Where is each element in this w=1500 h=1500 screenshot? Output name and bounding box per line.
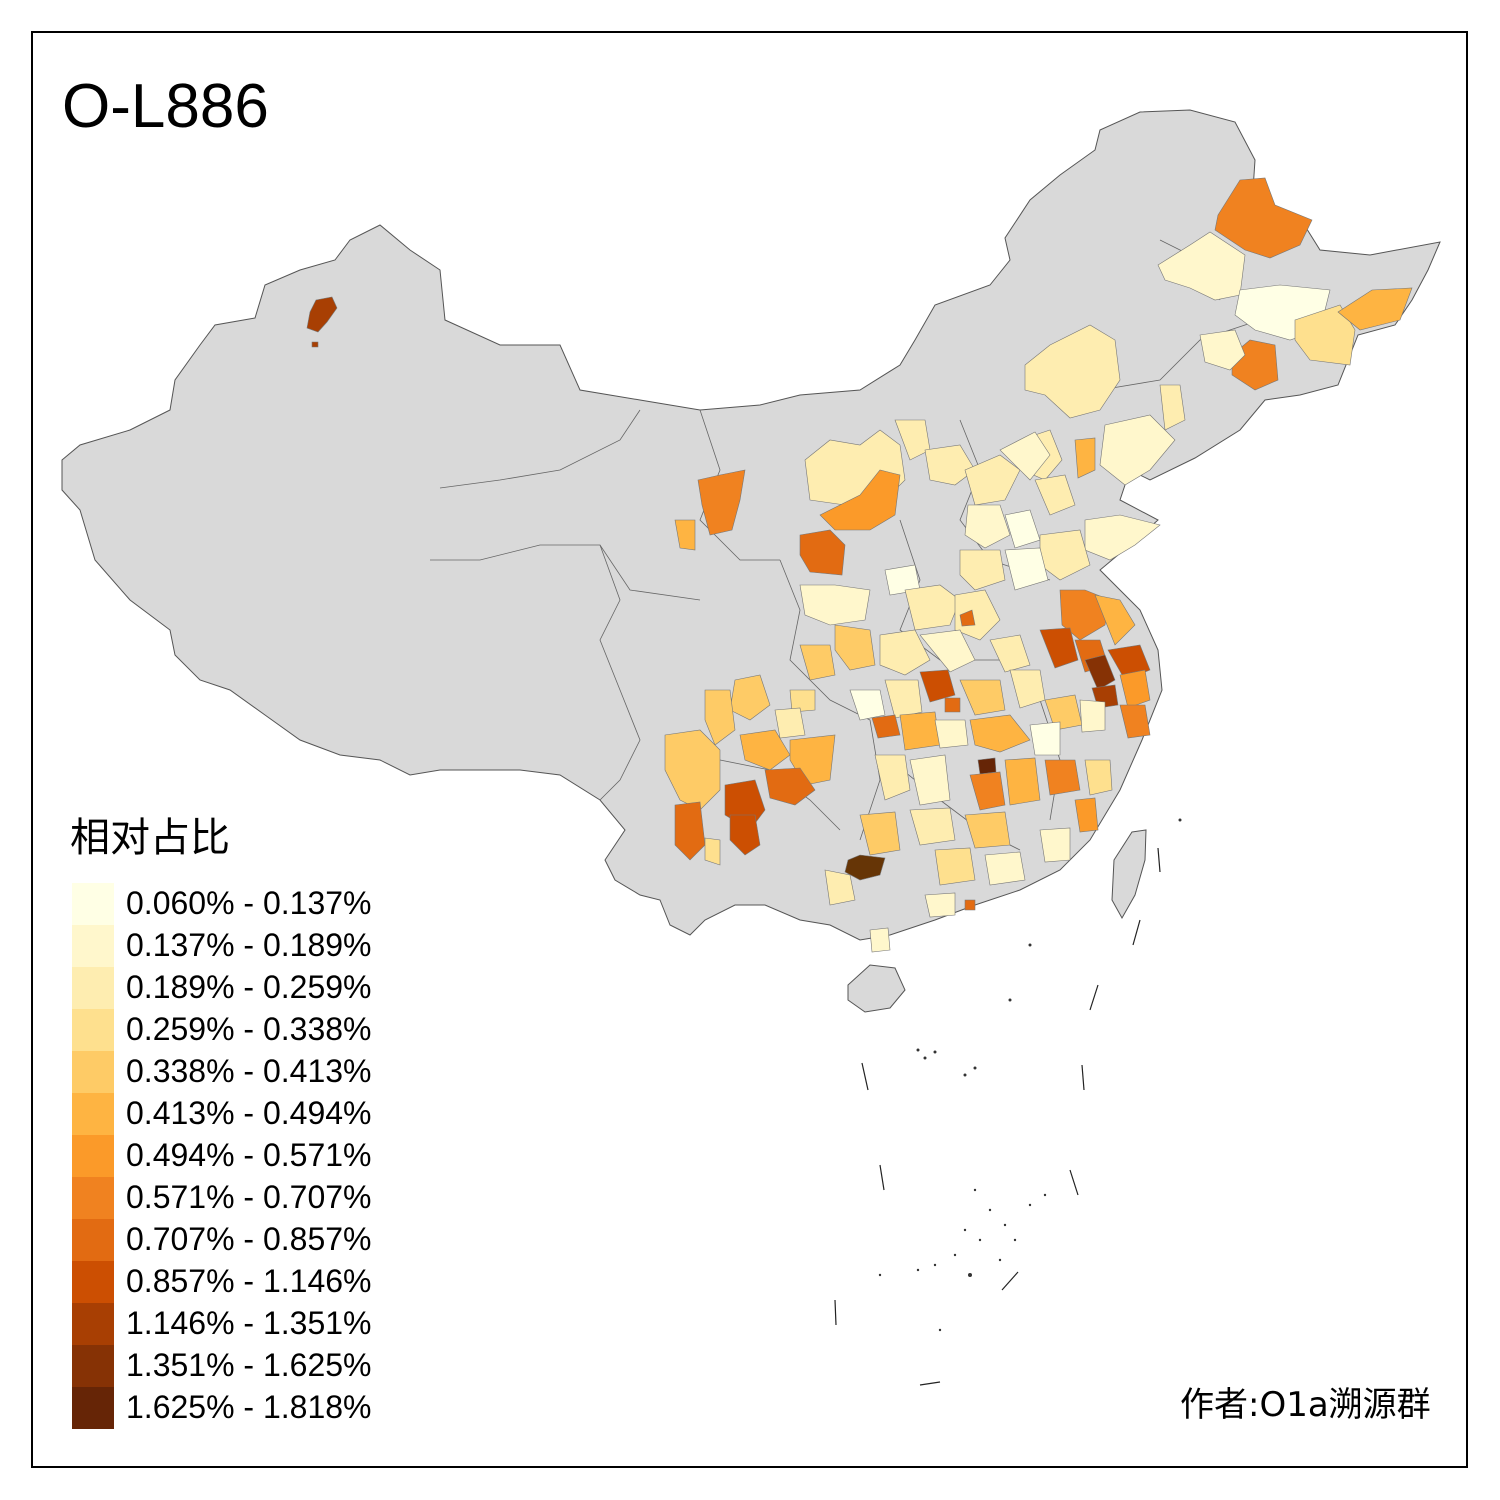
legend-swatch	[72, 1093, 114, 1135]
legend-label: 0.707% - 0.857%	[126, 1221, 372, 1257]
legend-label: 0.060% - 0.137%	[126, 885, 372, 921]
legend-swatch	[72, 1177, 114, 1219]
region-fills	[306, 177, 1413, 953]
legend-swatch	[72, 883, 114, 925]
hainan-island	[847, 964, 906, 1013]
legend-label: 0.413% - 0.494%	[126, 1095, 372, 1131]
legend-swatch	[72, 1261, 114, 1303]
legend-title: 相对占比	[70, 815, 230, 861]
legend-label: 0.857% - 1.146%	[126, 1263, 372, 1299]
legend-swatch	[72, 1009, 114, 1051]
legend-label: 0.259% - 0.338%	[126, 1011, 372, 1047]
legend-swatch	[72, 1387, 114, 1429]
legend-label: 0.571% - 0.707%	[126, 1179, 372, 1215]
legend-label: 1.625% - 1.818%	[126, 1389, 372, 1425]
legend-label: 0.338% - 0.413%	[126, 1053, 372, 1089]
legend-swatch	[72, 967, 114, 1009]
legend-label: 0.137% - 0.189%	[126, 927, 372, 963]
south-sea-dashes	[834, 847, 1161, 1386]
author-credit: 作者:O1a溯源群	[1180, 1385, 1431, 1425]
legend-swatch	[72, 1303, 114, 1345]
legend-label: 0.189% - 0.259%	[126, 969, 372, 1005]
legend-label: 1.146% - 1.351%	[126, 1305, 372, 1341]
south-sea-islands	[878, 818, 1182, 1332]
legend-label: 0.494% - 0.571%	[126, 1137, 372, 1173]
map-title: O-L886	[62, 72, 269, 141]
legend-swatch	[72, 1135, 114, 1177]
legend-swatch	[72, 1051, 114, 1093]
china-mainland	[61, 109, 1441, 941]
map-frame	[31, 31, 1468, 1468]
legend-swatch	[72, 1219, 114, 1261]
legend-swatch	[72, 925, 114, 967]
legend-label: 1.351% - 1.625%	[126, 1347, 372, 1383]
legend-swatch	[72, 1345, 114, 1387]
taiwan-island	[1111, 829, 1147, 920]
